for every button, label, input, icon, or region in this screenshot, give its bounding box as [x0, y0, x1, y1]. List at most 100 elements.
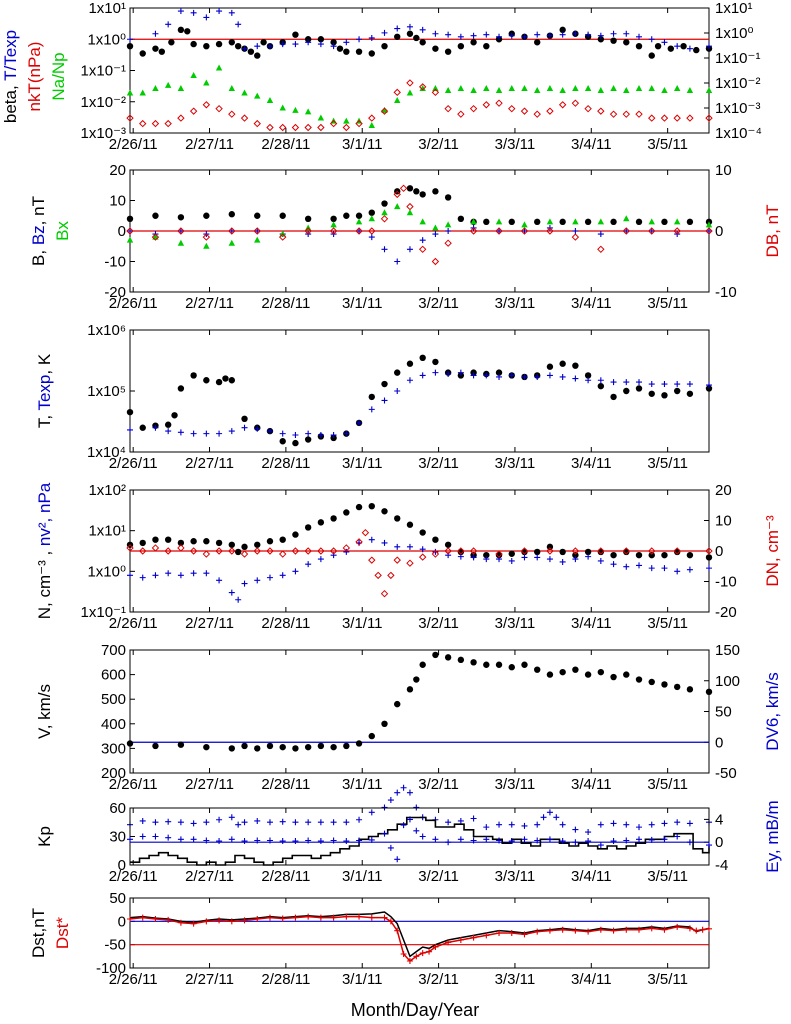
- data-point: [406, 686, 414, 693]
- data-point: [215, 40, 223, 48]
- data-point: [381, 380, 388, 388]
- data-point: [635, 85, 643, 92]
- data-point: [368, 50, 375, 57]
- data-point: [278, 550, 287, 558]
- data-point: [667, 45, 675, 52]
- data-point: [126, 215, 134, 222]
- data-point: [654, 42, 662, 50]
- series-na-np: [126, 64, 713, 128]
- data-point: [610, 379, 617, 386]
- y-right-axis-title-density-part-0: DN, cm⁻³: [763, 515, 782, 587]
- data-point: [228, 227, 236, 235]
- data-point: [152, 45, 159, 52]
- data-point: [597, 36, 605, 43]
- data-point: [329, 119, 338, 128]
- data-point: [622, 227, 630, 235]
- data-point: [215, 104, 223, 113]
- data-point: [635, 42, 643, 50]
- data-point: [394, 369, 401, 376]
- data-point: [203, 837, 210, 844]
- data-point: [168, 39, 175, 46]
- data-point: [546, 85, 554, 92]
- data-point: [432, 45, 439, 52]
- data-point: [203, 570, 210, 577]
- data-point: [317, 742, 325, 750]
- data-point: [546, 809, 553, 816]
- y-right-tick-label: -10: [715, 284, 737, 301]
- data-point: [190, 570, 197, 577]
- data-point: [203, 242, 210, 249]
- data-point: [559, 218, 566, 226]
- data-point: [266, 742, 274, 750]
- data-point: [228, 541, 236, 548]
- series-n: [126, 502, 713, 561]
- data-point: [190, 372, 197, 379]
- data-point: [648, 547, 656, 555]
- data-point: [572, 228, 579, 234]
- data-point: [254, 577, 261, 584]
- data-point: [705, 227, 713, 235]
- data-point: [572, 826, 579, 833]
- x-tick-label: 3/4/11: [571, 776, 612, 793]
- data-point: [673, 114, 681, 122]
- data-point: [380, 107, 389, 115]
- data-point: [585, 553, 592, 560]
- data-point: [445, 839, 452, 846]
- data-point: [444, 48, 452, 55]
- data-point: [432, 358, 439, 366]
- data-point: [266, 428, 273, 435]
- data-point: [203, 743, 210, 751]
- data-point: [636, 33, 643, 40]
- data-point: [572, 375, 579, 382]
- data-point: [445, 939, 452, 946]
- data-point: [202, 550, 211, 558]
- data-point: [706, 925, 712, 932]
- data-point: [381, 200, 388, 207]
- data-point: [693, 927, 700, 934]
- data-point: [610, 37, 617, 44]
- data-point: [343, 742, 350, 750]
- data-point: [413, 34, 420, 42]
- y-right-tick-label: 150: [715, 642, 740, 659]
- data-point: [304, 123, 312, 132]
- data-point: [400, 784, 407, 791]
- data-point: [260, 39, 267, 46]
- data-point: [571, 233, 580, 241]
- data-point: [241, 415, 248, 423]
- data-point: [623, 379, 630, 386]
- data-point: [304, 227, 312, 235]
- data-point: [534, 87, 541, 94]
- x-tick-label: 3/4/11: [571, 615, 612, 632]
- data-point: [228, 228, 235, 234]
- x-tick-label: 2/28/11: [261, 295, 310, 312]
- data-point: [521, 931, 528, 938]
- data-point: [317, 819, 324, 826]
- data-point: [177, 385, 185, 392]
- data-point: [151, 119, 160, 128]
- data-point: [152, 212, 159, 219]
- data-point: [266, 96, 274, 103]
- y-tick-label: 0: [118, 913, 126, 930]
- data-point: [228, 547, 236, 555]
- data-point: [597, 377, 604, 384]
- data-point: [572, 666, 579, 673]
- data-point: [139, 817, 146, 824]
- data-point: [387, 797, 394, 804]
- x-axis-title: Month/Day/Year: [351, 1000, 479, 1020]
- data-point: [165, 916, 172, 923]
- data-point: [419, 372, 426, 379]
- data-point: [177, 26, 185, 34]
- data-point: [343, 48, 350, 55]
- data-point: [394, 856, 401, 863]
- data-point: [152, 30, 159, 37]
- data-point: [355, 503, 363, 511]
- data-point: [139, 574, 146, 581]
- data-point: [330, 515, 337, 522]
- data-point: [508, 32, 515, 39]
- data-point: [279, 438, 286, 445]
- data-point: [597, 87, 605, 94]
- y-right-tick-label: 10: [715, 513, 732, 530]
- data-point: [126, 544, 134, 552]
- data-point: [317, 114, 325, 121]
- data-point: [190, 836, 197, 843]
